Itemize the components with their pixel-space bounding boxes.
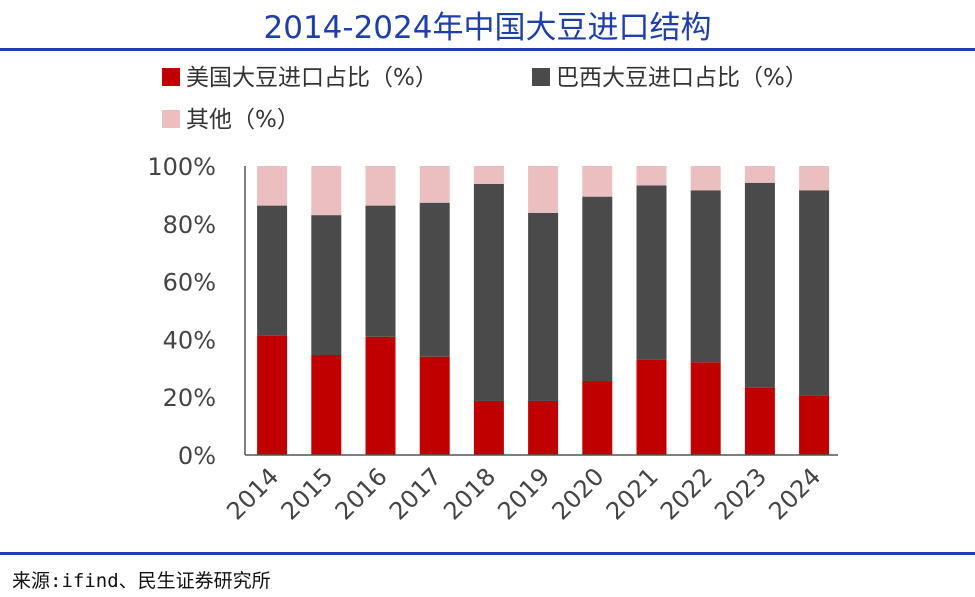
legend-label: 美国大豆进口占比（%） (186, 65, 438, 91)
bar-segment (257, 166, 288, 206)
legend-swatch (162, 110, 180, 128)
x-tick-label: 2021 (601, 462, 664, 525)
bar-segment (419, 202, 450, 357)
y-tick-label: 80% (163, 211, 216, 239)
bar-segment (636, 166, 667, 186)
x-tick-label: 2023 (709, 462, 772, 525)
bar-segment (528, 166, 559, 213)
bar-segment (799, 395, 830, 455)
x-tick-label: 2017 (384, 462, 447, 525)
bar-segment (528, 400, 559, 455)
bar-segment (473, 400, 504, 455)
bar-segment (311, 215, 342, 356)
bar-segment (365, 166, 396, 206)
bar-segment (311, 355, 342, 455)
y-tick-label: 60% (163, 269, 216, 297)
chart-title: 2014-2024年中国大豆进口结构 (263, 10, 712, 46)
y-tick-label: 40% (163, 326, 216, 354)
bar-segment (311, 166, 342, 216)
x-tick-label: 2019 (492, 462, 555, 525)
bar-segment (473, 166, 504, 184)
bar-segment (690, 362, 721, 455)
source-note: 来源:ifind、民生证券研究所 (12, 570, 271, 592)
bar-segment (582, 166, 613, 197)
x-tick-label: 2018 (438, 462, 501, 525)
x-tick-label: 2024 (763, 462, 826, 525)
legend-label: 巴西大豆进口占比（%） (556, 65, 808, 91)
bar-segment (744, 387, 775, 455)
bar-segment (257, 205, 288, 336)
y-tick-label: 0% (178, 442, 216, 470)
x-tick-label: 2016 (330, 462, 393, 525)
bar-segment (528, 212, 559, 401)
bar-segment (636, 185, 667, 360)
legend-swatch (532, 68, 550, 86)
x-tick-label: 2022 (655, 462, 718, 525)
x-tick-label: 2020 (547, 462, 610, 525)
bar-segment (744, 182, 775, 388)
bar-segment (582, 196, 613, 382)
bar-segment (744, 166, 775, 183)
legend-swatch (162, 68, 180, 86)
bar-segment (799, 190, 830, 396)
bar-segment (257, 335, 288, 455)
bar-segment (582, 381, 613, 455)
bar-segment (419, 166, 450, 203)
footer-rule (0, 552, 975, 555)
y-tick-label: 20% (163, 384, 216, 412)
title-rule (0, 48, 975, 51)
x-tick-label: 2015 (276, 462, 339, 525)
bar-segment (690, 166, 721, 191)
y-tick-label: 100% (147, 153, 216, 181)
bar-segment (365, 205, 396, 337)
x-tick-label: 2014 (221, 462, 284, 525)
bar-segment (365, 336, 396, 455)
bar-segment (799, 166, 830, 191)
legend-label: 其他（%） (186, 107, 300, 133)
bar-segment (419, 356, 450, 455)
bar-segment (473, 183, 504, 401)
bar-segment (690, 190, 721, 363)
bar-segment (636, 359, 667, 455)
